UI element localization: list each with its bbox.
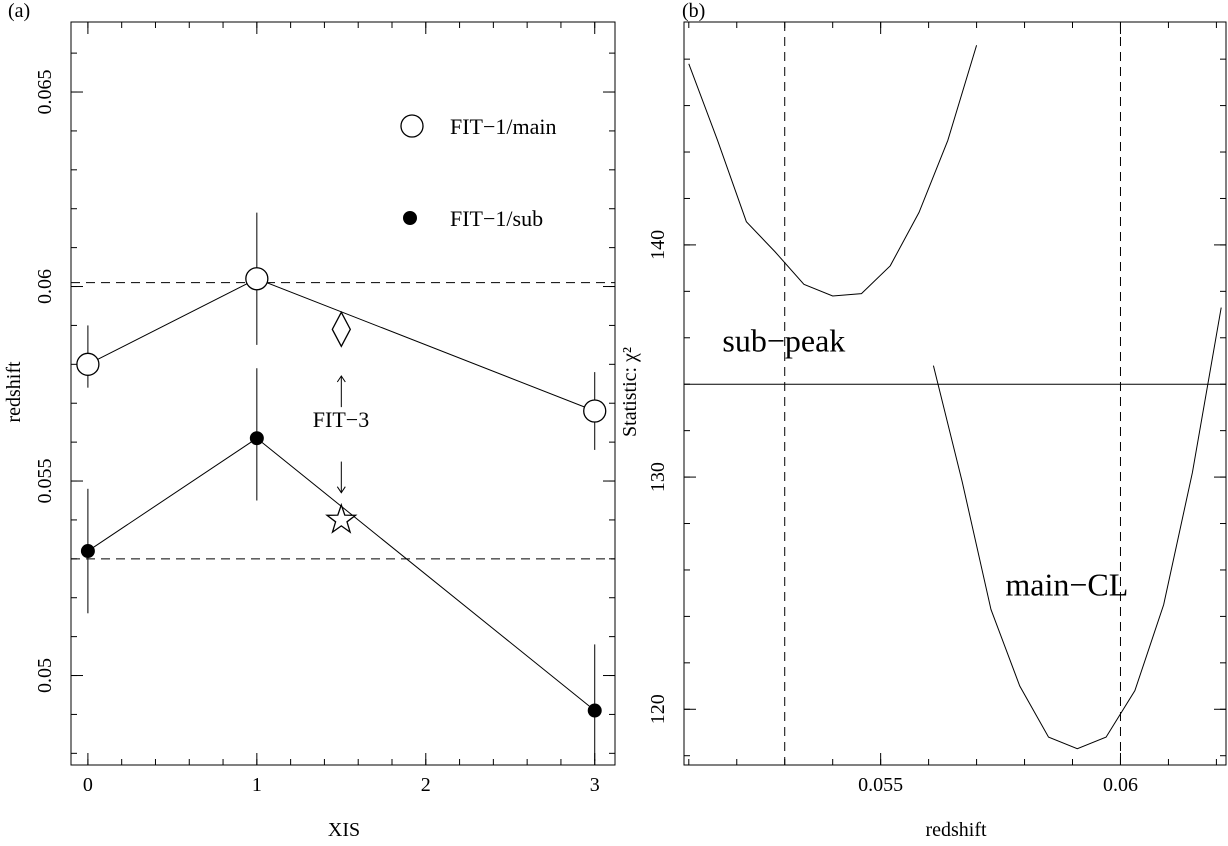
legend: FIT−1/main FIT−1/sub <box>400 114 557 231</box>
panel-b-ticks: 0.055 0.06 120 130 140 <box>647 22 1226 796</box>
y-tick-label: 120 <box>647 694 669 724</box>
fit3-label: FIT−3 <box>313 407 369 432</box>
legend-marker-sub <box>403 211 417 225</box>
y-tick-label: 0.05 <box>34 658 56 693</box>
chi2-curve <box>932 307 1222 750</box>
panel-b-frame <box>683 21 1227 766</box>
legend-label-main: FIT−1/main <box>450 114 557 139</box>
legend-label-sub: FIT−1/sub <box>450 206 543 231</box>
y-tick-label: 0.06 <box>34 269 56 304</box>
fit3-up-arrow-head <box>336 375 346 383</box>
panel-a-y-axis-label: redshift <box>3 361 25 423</box>
data-point-sub <box>80 544 95 559</box>
y-tick-label: 0.055 <box>34 459 56 504</box>
fit3-main-diamond <box>331 310 352 348</box>
legend-marker-main <box>400 114 424 138</box>
curve-annotation: main−CL <box>1005 567 1128 603</box>
data-point-main <box>583 399 607 423</box>
curve-annotation: sub−peak <box>722 323 845 359</box>
panel-b-x-axis-label: redshift <box>925 819 987 841</box>
fit3-sub-star <box>325 502 358 534</box>
y-tick-label: 140 <box>647 230 669 260</box>
x-tick-label: 2 <box>421 774 431 796</box>
panel-a-tag: (a) <box>8 0 30 22</box>
data-point-main <box>76 352 100 376</box>
y-tick-label: 130 <box>647 462 669 492</box>
panel-b-annotations: sub−peak main−CL <box>722 323 1128 603</box>
panel-a-series <box>76 212 607 762</box>
x-tick-label: 0.06 <box>1103 774 1138 796</box>
data-point-main <box>245 267 269 291</box>
x-tick-label: 3 <box>590 774 600 796</box>
panel-b-series <box>688 45 1222 750</box>
panel-a-reference-lines <box>71 282 615 560</box>
data-point-sub <box>587 703 602 718</box>
panel-b-tag: (b) <box>682 0 705 22</box>
x-tick-label: 1 <box>252 774 262 796</box>
panel-b-y-axis-label: Statistic: χ² <box>619 347 641 437</box>
panel-a-frame <box>70 21 616 766</box>
panel-a: (a) 0 1 2 3 0.05 0.055 0.06 0.065 FIT−3 FIT−1/m… <box>3 0 616 841</box>
data-point-sub <box>249 431 264 446</box>
x-tick-label: 0.055 <box>858 774 903 796</box>
panel-b: (b) 0.055 0.06 120 130 140 sub−peak main−CL r… <box>619 0 1227 841</box>
x-tick-label: 0 <box>83 774 93 796</box>
y-tick-label: 0.065 <box>34 70 56 115</box>
fit3-down-arrow-head <box>336 486 346 494</box>
fit3-group: FIT−3 <box>313 310 369 534</box>
panel-a-ticks: 0 1 2 3 0.05 0.055 0.06 0.065 <box>34 22 615 796</box>
chi2-curve <box>688 45 978 297</box>
panel-b-reference-lines <box>684 22 1226 765</box>
panel-a-x-axis-label: XIS <box>328 819 360 841</box>
